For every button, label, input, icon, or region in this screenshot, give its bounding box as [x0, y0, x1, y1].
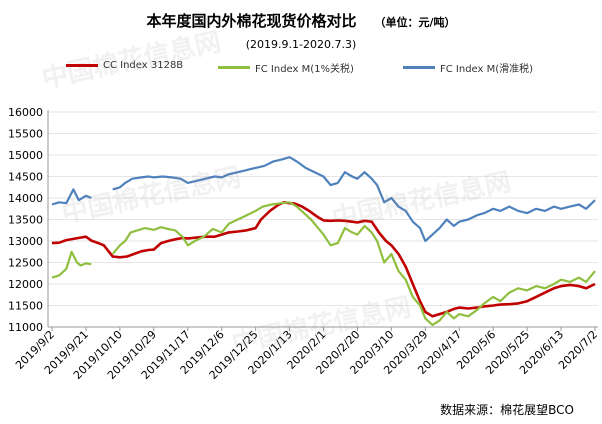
series-line-2: [51, 188, 92, 206]
legend-swatch-fc-index-sliding: [403, 66, 435, 69]
series-line-1: [51, 250, 92, 279]
chart-title-row: 本年度国内外棉花现货价格对比 （单位：元/吨）: [0, 10, 602, 31]
chart-subtitle: (2019.9.1-2020.7.3): [245, 38, 357, 51]
legend-label-cc-index: CC Index 3128B: [103, 60, 184, 71]
y-tick-label: 11500: [8, 300, 43, 313]
data-source: 数据来源：棉花展望BCO: [440, 403, 574, 417]
legend: CC Index 3128B FC Index M(1%关税) FC Index…: [0, 60, 602, 76]
legend-item-fc-index-sliding: FC Index M(滑准税): [403, 60, 533, 75]
legend-swatch-cc-index: [66, 64, 98, 67]
series-line-0: [51, 201, 596, 318]
y-tick-label: 15000: [8, 149, 43, 162]
y-tick-label: 11000: [8, 321, 43, 334]
legend-item-fc-index-1pct: FC Index M(1%关税): [218, 60, 354, 75]
legend-label-fc-index-sliding: FC Index M(滑准税): [440, 64, 534, 75]
y-tick-label: 16000: [8, 106, 43, 119]
y-tick-label: 13500: [8, 214, 43, 227]
series-line-1: [111, 201, 596, 326]
y-tick-label: 15500: [8, 128, 43, 141]
y-tick-label: 14500: [8, 171, 43, 184]
legend-swatch-fc-index-1pct: [218, 66, 250, 69]
y-tick-labels: 11000 11500 12000 12500 13000 13500 14000 14500…: [8, 106, 43, 334]
y-tick-label: 12000: [8, 278, 43, 291]
y-tick-label: 14000: [8, 192, 43, 205]
y-tick-label: 12500: [8, 257, 43, 270]
legend-item-cc-index: CC Index 3128B: [66, 60, 183, 71]
chart-title: 本年度国内外棉花现货价格对比: [146, 12, 357, 30]
series-lines: [51, 156, 596, 326]
series-line-2: [112, 156, 596, 243]
y-tick-label: 13000: [8, 235, 43, 248]
x-tick-labels: 2019/9/22019/9/212019/10/102019/10/29201…: [13, 328, 600, 382]
chart-unit: （单位：元/吨）: [374, 16, 456, 29]
legend-label-fc-index-1pct: FC Index M(1%关税): [255, 64, 354, 75]
axes: [47, 110, 598, 331]
